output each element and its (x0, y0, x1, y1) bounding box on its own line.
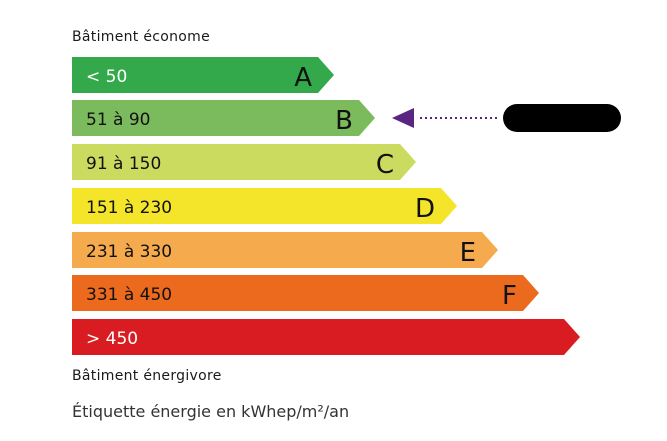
class-range: > 450 (86, 329, 138, 349)
class-bar-f (72, 275, 539, 311)
class-bar-c (72, 144, 416, 180)
class-bar-g (72, 319, 580, 355)
class-letter: E (460, 238, 476, 268)
class-range: 151 à 230 (86, 198, 172, 218)
class-letter: C (376, 150, 394, 180)
indicator-arrow-icon (392, 108, 414, 128)
redacted-value (503, 104, 621, 132)
class-range: 91 à 150 (86, 154, 161, 174)
class-range: 231 à 330 (86, 242, 172, 262)
header-label: Bâtiment économe (72, 29, 210, 45)
class-bar-b (72, 100, 375, 136)
footer-label: Bâtiment énergivore (72, 368, 222, 384)
class-letter: D (415, 194, 435, 224)
class-bar-e (72, 232, 498, 268)
caption: Étiquette énergie en kWhep/m²/an (72, 402, 350, 421)
class-letter: F (502, 281, 517, 311)
class-range: 51 à 90 (86, 110, 151, 130)
class-bar-d (72, 188, 457, 224)
class-bar-a (72, 57, 334, 93)
class-letter: A (294, 63, 312, 93)
class-range: < 50 (86, 67, 127, 87)
class-range: 331 à 450 (86, 285, 172, 305)
class-letter: B (335, 106, 353, 136)
